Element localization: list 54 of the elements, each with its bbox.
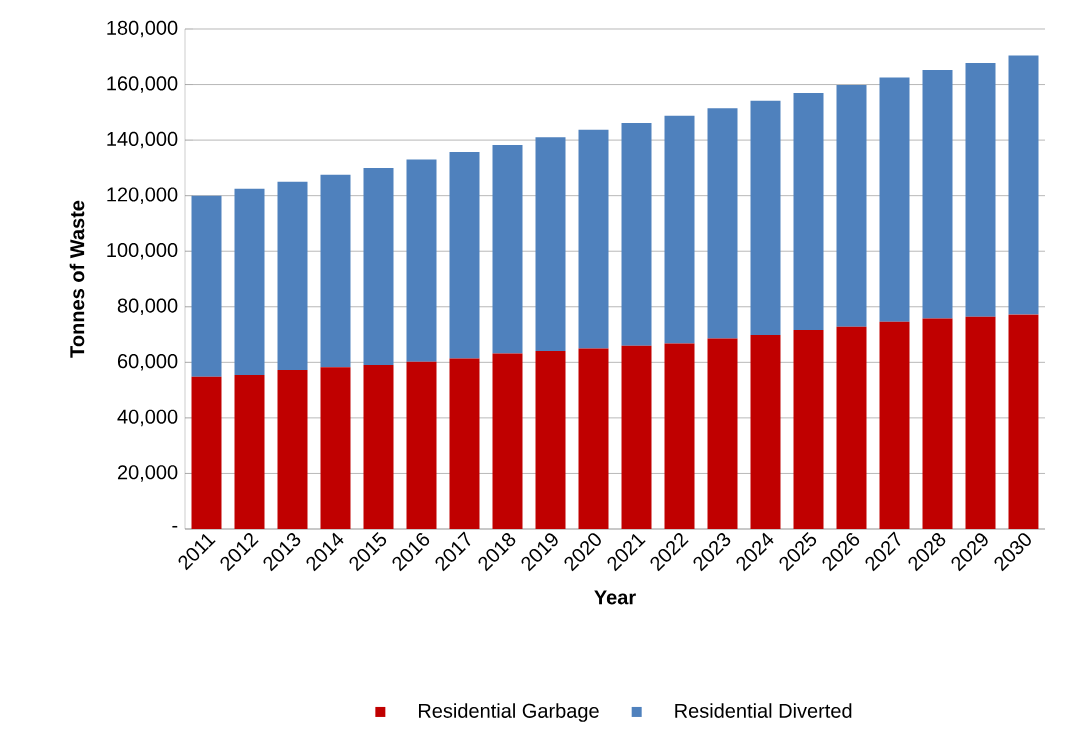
bar	[836, 326, 867, 529]
bar	[1008, 55, 1039, 315]
bar	[879, 77, 910, 322]
bar	[750, 335, 781, 529]
bar	[363, 365, 394, 529]
legend-label: Residential Diverted	[675, 703, 852, 718]
bar	[492, 353, 523, 529]
bar	[234, 375, 265, 529]
y-tick-label: 80,000	[117, 298, 178, 316]
y-tick-label: -	[172, 525, 178, 528]
y-tick-label: 180,000	[107, 20, 178, 38]
y-tick-label: 60,000	[117, 354, 178, 371]
bar	[320, 174, 351, 368]
bar	[922, 70, 953, 319]
bar	[277, 181, 308, 371]
y-tick-label: 120,000	[107, 187, 178, 204]
bar	[793, 330, 824, 529]
bar	[406, 361, 437, 529]
bar	[750, 100, 781, 336]
bar	[793, 92, 824, 331]
y-tick-label: 100,000	[107, 242, 178, 260]
bar	[191, 376, 222, 529]
bar	[965, 62, 996, 317]
bar	[707, 108, 738, 339]
bar	[535, 137, 566, 351]
bar	[664, 115, 695, 344]
legend-label: Residential Garbage	[418, 703, 599, 722]
bar	[320, 367, 351, 529]
y-tick-label: 20,000	[117, 465, 178, 482]
y-axis-title: Tonnes of Waste	[69, 200, 85, 358]
x-axis-title: Year	[594, 590, 636, 605]
bar	[578, 129, 609, 349]
bar	[406, 159, 437, 362]
bar	[277, 370, 308, 529]
bar	[449, 358, 480, 529]
bar	[535, 350, 566, 529]
bar	[621, 122, 652, 346]
bar	[922, 318, 953, 529]
bar	[191, 195, 222, 377]
bar	[578, 348, 609, 529]
bar	[363, 167, 394, 366]
bar	[1008, 314, 1039, 529]
bar	[234, 188, 265, 376]
bar	[664, 343, 695, 529]
bar	[879, 321, 910, 529]
y-tick-label: 140,000	[107, 131, 178, 149]
bar	[836, 85, 867, 327]
bar	[707, 338, 738, 529]
bar	[621, 345, 652, 529]
bar	[492, 145, 523, 354]
bar	[449, 152, 480, 359]
bar	[965, 316, 996, 529]
y-tick-label: 40,000	[117, 409, 178, 427]
y-tick-label: 160,000	[107, 76, 178, 93]
